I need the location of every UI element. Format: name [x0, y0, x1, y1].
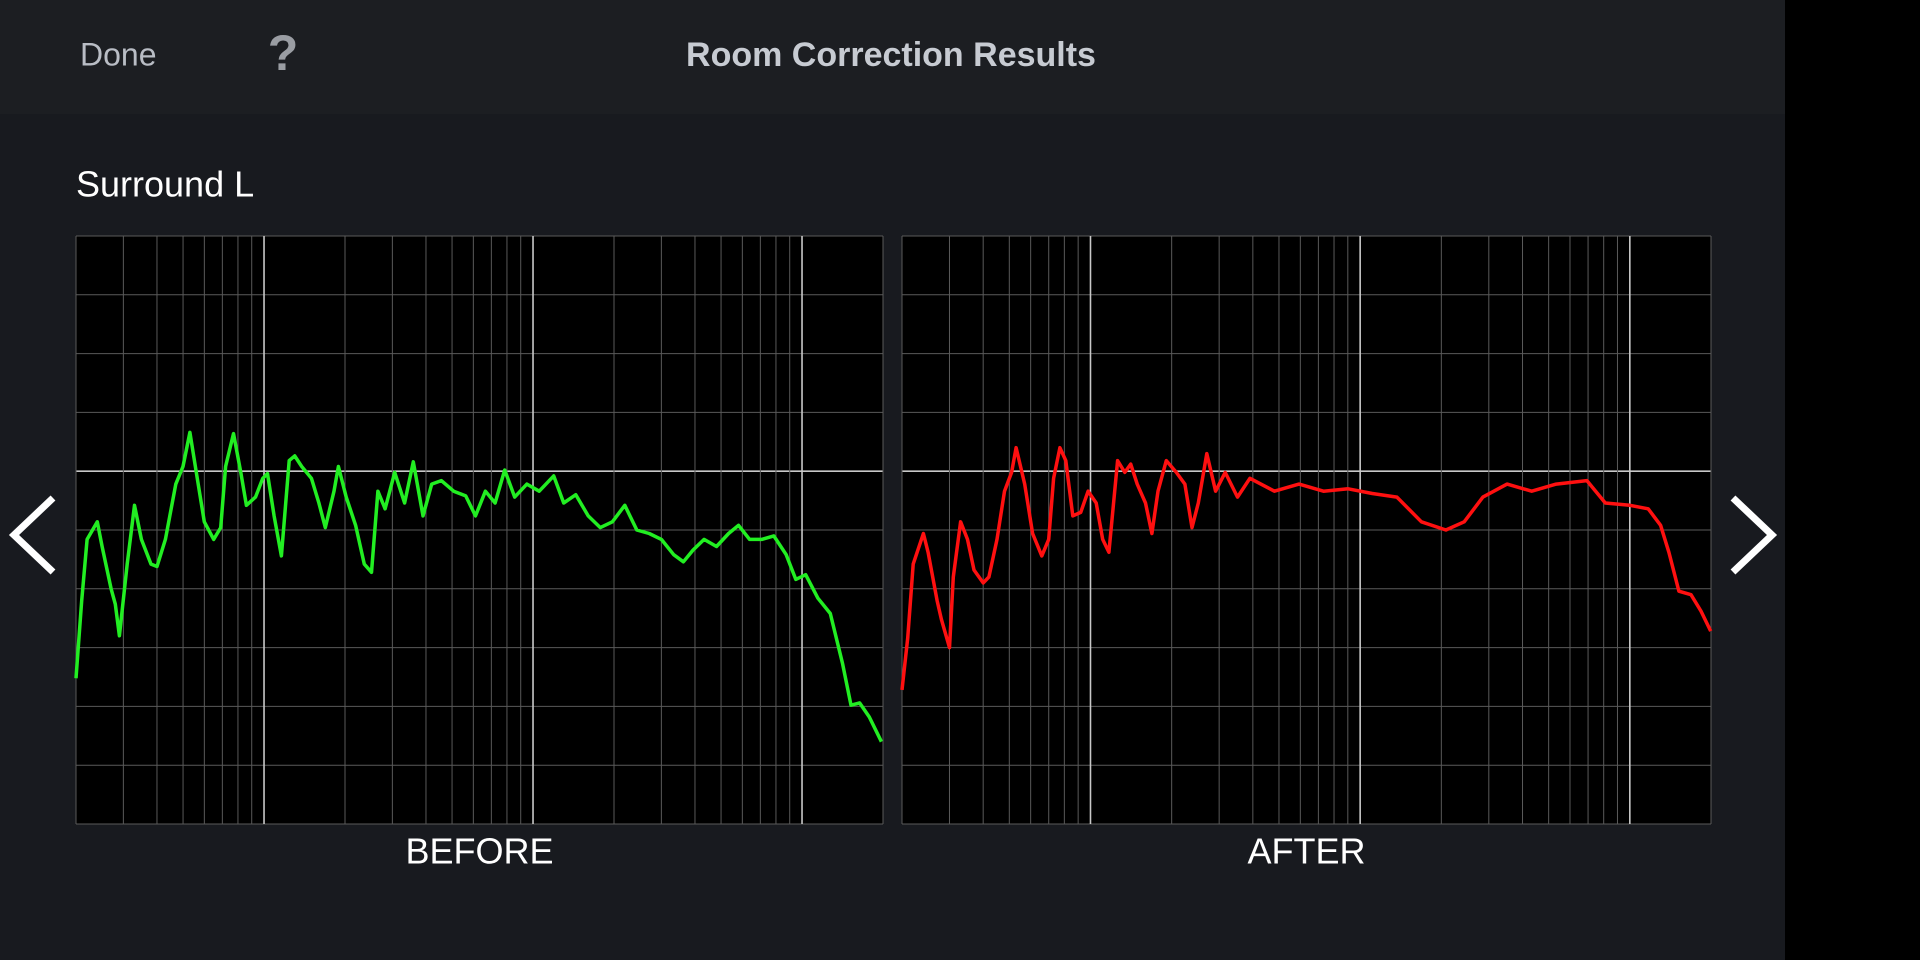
chart-caption: BEFORE: [405, 831, 553, 872]
channel-name: Surround L: [76, 164, 254, 205]
help-button[interactable]: ?: [268, 25, 299, 81]
chart: BEFORE: [74, 235, 884, 872]
chart-caption: AFTER: [1247, 831, 1365, 872]
chart: AFTER: [900, 235, 1713, 872]
next-arrow[interactable]: [1730, 495, 1778, 575]
response-curve: [900, 445, 1713, 691]
previous-arrow[interactable]: [8, 495, 56, 575]
page-title: Room Correction Results: [686, 36, 1096, 74]
side-strip: [1785, 0, 1920, 960]
header-bar: [0, 0, 1785, 114]
done-button[interactable]: Done: [80, 36, 157, 72]
response-curve: [74, 430, 883, 743]
